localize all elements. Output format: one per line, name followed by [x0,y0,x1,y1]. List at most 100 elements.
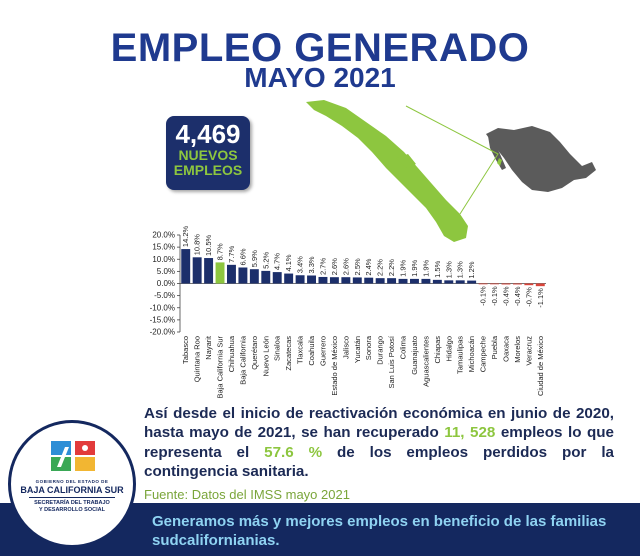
x-tick-label: Ciudad de México [536,336,545,396]
paragraph-part-3: de los empleos perdidos por la contingen… [144,443,614,481]
data-label: 1.3% [444,261,453,278]
bar [421,278,431,284]
data-label: 5.2% [261,251,270,268]
baja-california-sur-shape [306,100,468,242]
data-label: 10.8% [193,234,202,256]
bar [272,272,282,284]
x-tick-label: Veracruz [524,336,533,366]
footer-text: Generamos más y mejores empleos en benef… [152,513,607,549]
bar [512,283,522,285]
x-tick-label: Chihuahua [227,335,236,372]
bar [432,279,442,284]
y-tick-label: -15.0% [150,315,175,324]
x-tick-label: Aguascalientes [421,336,430,387]
x-tick-label: Chiapas [433,336,442,364]
logo-line-3b: Y DESARROLLO SOCIAL [39,507,105,513]
source-note: Fuente: Datos del IMSS mayo 2021 [144,487,350,502]
mexico-outline-map [486,126,596,192]
x-tick-label: Zacatecas [284,336,293,371]
data-label: 6.6% [238,248,247,265]
logo-divider [29,497,115,498]
data-label: 4.7% [273,253,282,270]
y-tick-label: -5.0% [154,291,175,300]
state-emblem-icon [51,441,95,471]
percent-highlight: 57.6 % [264,443,323,461]
bar [295,275,305,284]
data-label: -0.4% [513,286,522,306]
bar [501,283,511,285]
bar [444,280,454,284]
paragraph-part-1: Así desde el inicio de reactivación econ… [144,405,614,442]
bar [329,277,339,284]
x-tick-label: Guerrero [318,336,327,366]
y-tick-label: -10.0% [150,303,175,312]
bar [181,249,191,284]
x-tick-label: Morelos [513,336,522,363]
y-tick-label: 20.0% [152,231,175,240]
bar [215,262,225,284]
new-jobs-value: 4,469 [175,119,241,149]
data-label: 4.1% [284,254,293,271]
zoom-connector-lines [405,105,499,215]
bar [478,283,488,285]
x-tick-label: Puebla [490,335,499,359]
bar [455,280,465,284]
data-label: 1.5% [433,260,442,277]
bar [410,278,419,284]
x-tick-label: Jalisco [341,336,350,359]
data-label: 14.2% [181,225,190,247]
x-tick-label: Colima [399,335,408,359]
y-tick-label: -20.0% [150,328,175,337]
x-tick-label: Querétaro [250,336,259,370]
bar [249,269,259,284]
data-label: -0.1% [479,286,488,306]
y-tick-label: 15.0% [152,243,175,252]
x-tick-label: Tabasco [181,336,190,364]
x-tick-label: Oaxaca [501,335,510,362]
x-tick-label: Baja California Sur [216,335,225,398]
bar [284,273,294,284]
page-subtitle: MAYO 2021 [244,62,396,93]
data-label: -0.1% [490,286,499,306]
y-tick-label: 0.0% [157,279,175,288]
y-tick-label: 5.0% [157,267,175,276]
bar [192,257,202,284]
bar [467,280,477,284]
data-label: 2.2% [387,259,396,276]
x-tick-label: Nuevo León [261,336,270,376]
logo-line-1: GOBIERNO DEL ESTADO DE [35,479,109,484]
new-jobs-label-1: NUEVOS [178,147,238,163]
paragraph-part-2: empleos lo que representa el [144,424,614,461]
data-label: 8.7% [216,243,225,260]
x-tick-label: Michoacán [467,336,476,372]
x-tick-label: San Luis Potosí [387,335,396,388]
logo-line-3a: SECRETARÍA DEL TRABAJO [34,500,110,506]
x-tick-label: Baja California [238,335,247,385]
new-jobs-label-2: EMPLEOS [173,162,243,178]
bar [307,275,316,284]
bar [364,277,374,284]
data-label: 5.9% [250,250,259,267]
bar [261,270,271,284]
data-label: 2.6% [341,258,350,275]
x-tick-label: Nayarit [204,335,213,360]
bar [352,277,362,284]
data-label: -0.4% [501,286,510,306]
x-tick-label: Tlaxcala [296,335,305,364]
x-tick-label: Guanajuato [410,336,419,375]
data-label: 7.7% [227,245,236,262]
data-label: -0.7% [524,287,533,307]
bar [227,264,236,284]
x-tick-label: Yucatán [353,336,362,363]
baja-california-sur-map [306,100,596,242]
bar [398,278,408,284]
x-tick-label: Sinaloa [273,335,282,361]
bar [387,278,397,284]
bar [204,258,214,284]
bar [535,283,545,287]
logo-line-3: SECRETARÍA DEL TRABAJO Y DESARROLLO SOCIA… [11,500,133,514]
x-tick-label: Coahuila [307,335,316,365]
x-tick-label: Quintana Roo [193,336,202,382]
employment-growth-chart: 20.0% 15.0% 10.0% 5.0% 0.0% -5.0% -10.0% -15.0%… [150,225,546,399]
page-title: EMPLEO GENERADO [110,26,530,70]
